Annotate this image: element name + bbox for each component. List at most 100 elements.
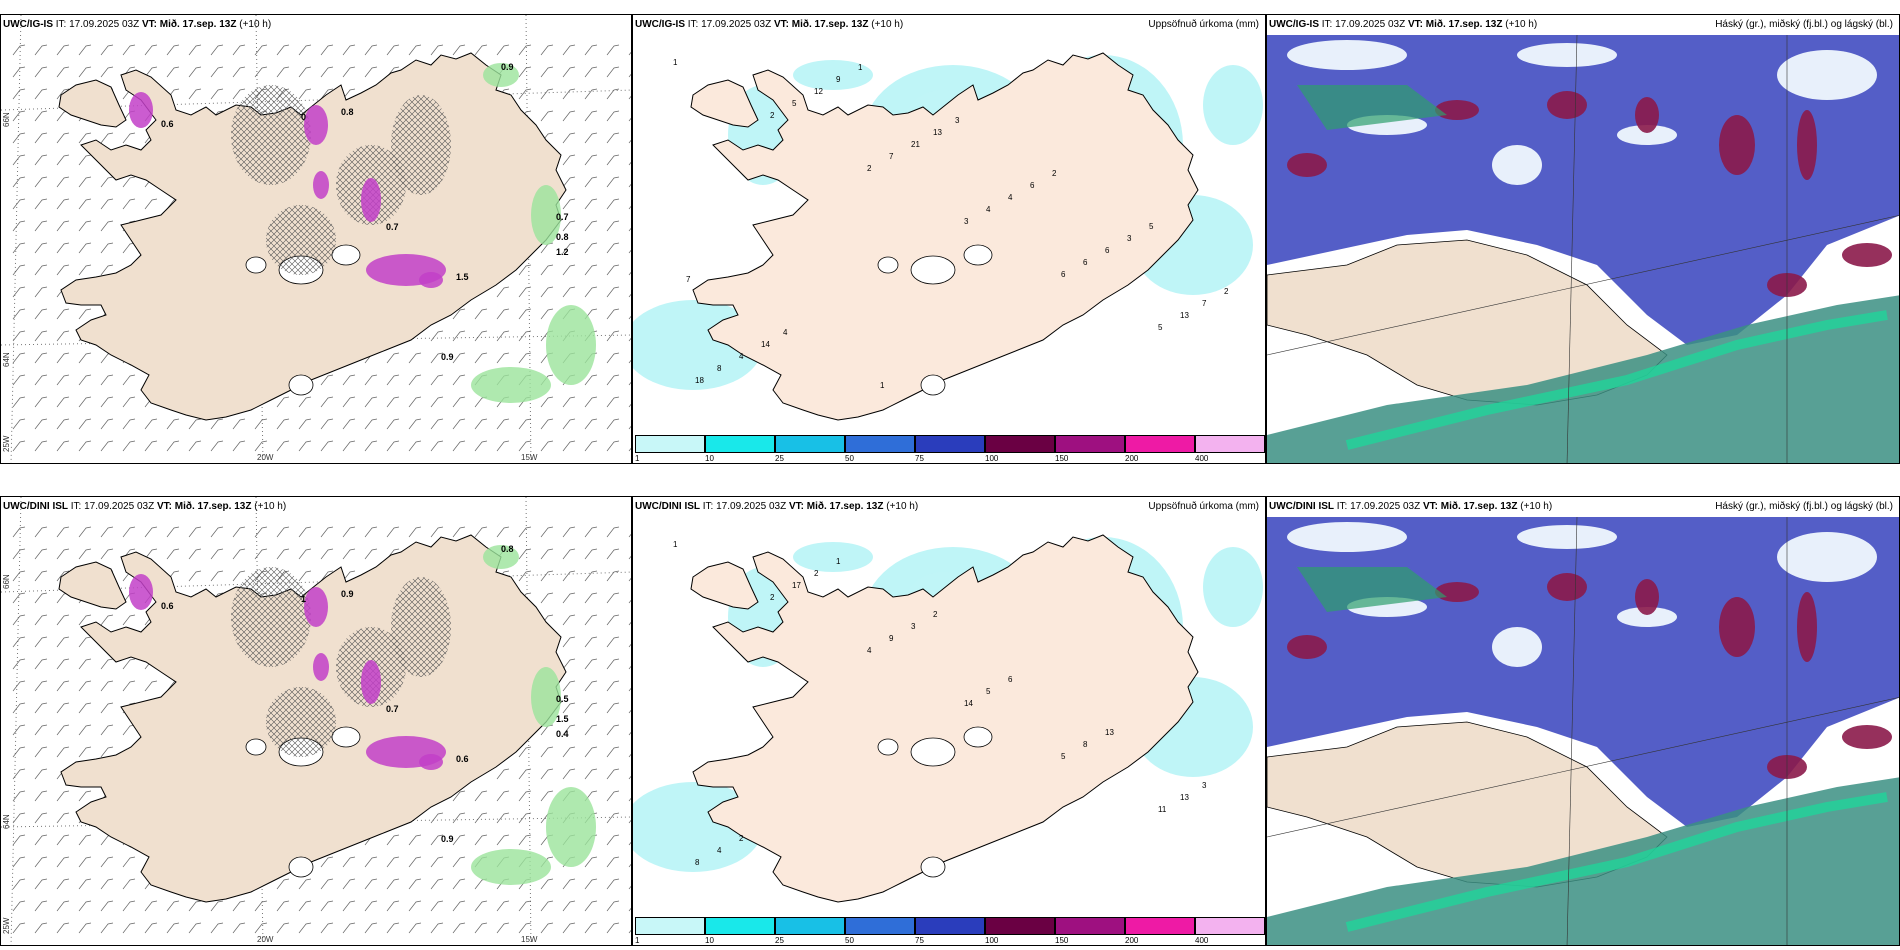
wind-barb bbox=[12, 702, 26, 714]
clear-gap bbox=[1492, 627, 1542, 667]
wind-barb bbox=[34, 702, 48, 714]
wind-barb bbox=[12, 834, 26, 846]
wind-barb bbox=[320, 878, 334, 890]
wind-barb bbox=[584, 900, 598, 912]
wind-barb bbox=[364, 374, 378, 386]
wind-barb bbox=[518, 570, 532, 582]
wind-barb bbox=[34, 88, 48, 100]
value-label: 14 bbox=[761, 340, 770, 349]
wind-barb bbox=[342, 440, 356, 452]
wind-barb bbox=[12, 198, 26, 210]
wind-barb bbox=[12, 790, 26, 802]
panel-header: UWC/IG-IS IT: 17.09.2025 03Z VT: Mið. 17… bbox=[1269, 19, 1538, 30]
wind-barb bbox=[298, 418, 312, 430]
value-label: 2 bbox=[867, 164, 872, 173]
wind-barb bbox=[562, 286, 576, 298]
graticule-line bbox=[1, 571, 631, 593]
wind-barb bbox=[606, 176, 620, 188]
colorbar-swatch bbox=[1195, 435, 1265, 453]
wind-barb bbox=[386, 526, 400, 538]
wind-barb bbox=[56, 922, 70, 934]
value-label: 13 bbox=[1105, 728, 1114, 737]
wind-barb bbox=[606, 242, 620, 254]
wind-barb bbox=[298, 922, 312, 934]
wind-panel-row1: UWC/IG-IS IT: 17.09.2025 03Z VT: Mið. 17… bbox=[0, 14, 632, 464]
value-label: 5 bbox=[1061, 752, 1066, 761]
wind-barb bbox=[606, 812, 620, 824]
wind-barb bbox=[562, 768, 576, 780]
wind-barb bbox=[56, 680, 70, 692]
value-label: 1.5 bbox=[456, 272, 469, 282]
wind-barb bbox=[210, 44, 224, 56]
wind-barb bbox=[34, 878, 48, 890]
wind-barb bbox=[210, 570, 224, 582]
wind-barb bbox=[496, 286, 510, 298]
wind-barb bbox=[386, 352, 400, 364]
wind-barb bbox=[496, 922, 510, 934]
value-label: 9 bbox=[889, 634, 894, 643]
wind-barb bbox=[276, 878, 290, 890]
wind-barb bbox=[166, 66, 180, 78]
wind-barb bbox=[606, 702, 620, 714]
panel-header: UWC/DINI ISL IT: 17.09.2025 03Z VT: Mið.… bbox=[635, 501, 919, 512]
wind-barb bbox=[100, 66, 114, 78]
colorbar-tick: 150 bbox=[1055, 936, 1069, 945]
colorbar-swatch bbox=[845, 917, 915, 935]
clear-gap bbox=[1287, 522, 1407, 552]
value-label: 14 bbox=[964, 699, 973, 708]
wind-barb bbox=[562, 724, 576, 736]
wind-barb bbox=[606, 878, 620, 890]
wind-barb bbox=[56, 878, 70, 890]
high-cloud bbox=[1435, 582, 1479, 602]
wind-barb bbox=[606, 154, 620, 166]
wind-barb bbox=[320, 374, 334, 386]
wind-barb bbox=[100, 526, 114, 538]
wind-barb bbox=[122, 176, 136, 188]
value-label: 5 bbox=[1158, 323, 1163, 332]
wind-panel-row2: UWC/DINI ISL IT: 17.09.2025 03Z VT: Mið.… bbox=[0, 496, 632, 946]
wind-barb bbox=[320, 570, 334, 582]
westfjords-outline bbox=[58, 561, 127, 610]
intense-precip bbox=[361, 178, 381, 222]
value-label: 0.9 bbox=[501, 62, 514, 72]
wind-barb bbox=[584, 396, 598, 408]
wind-barb bbox=[562, 878, 576, 890]
wind-barb bbox=[364, 856, 378, 868]
wind-barb bbox=[56, 396, 70, 408]
wind-barb bbox=[56, 570, 70, 582]
wind-barb bbox=[540, 878, 554, 890]
wind-barb bbox=[430, 812, 444, 824]
wind-barb bbox=[78, 396, 92, 408]
value-label: 9 bbox=[836, 75, 841, 84]
wind-barb bbox=[254, 44, 268, 56]
wind-barb bbox=[540, 526, 554, 538]
wind-barb bbox=[518, 44, 532, 56]
colorbar-tick: 100 bbox=[985, 454, 999, 463]
wind-barb bbox=[540, 308, 554, 320]
wind-barb bbox=[122, 396, 136, 408]
wind-barb bbox=[298, 548, 312, 560]
wind-barb bbox=[518, 790, 532, 802]
wind-barb bbox=[320, 44, 334, 56]
wind-barb bbox=[606, 110, 620, 122]
wind-barb bbox=[78, 900, 92, 912]
wind-barb bbox=[188, 418, 202, 430]
wind-barb bbox=[166, 418, 180, 430]
wind-barb bbox=[34, 176, 48, 188]
wind-barb bbox=[562, 548, 576, 560]
wind-barb bbox=[364, 900, 378, 912]
wind-barb bbox=[496, 308, 510, 320]
wind-barb bbox=[166, 44, 180, 56]
wind-barb bbox=[320, 900, 334, 912]
wind-barb bbox=[430, 440, 444, 452]
glacier bbox=[331, 244, 361, 266]
wind-barb bbox=[584, 878, 598, 890]
wind-barb bbox=[34, 614, 48, 626]
wind-barb bbox=[100, 242, 114, 254]
wind-barb bbox=[474, 352, 488, 364]
wind-barb bbox=[408, 834, 422, 846]
value-label: 2 bbox=[814, 569, 819, 578]
wind-barb bbox=[34, 900, 48, 912]
wind-barb bbox=[452, 308, 466, 320]
value-label: 18 bbox=[695, 376, 704, 385]
